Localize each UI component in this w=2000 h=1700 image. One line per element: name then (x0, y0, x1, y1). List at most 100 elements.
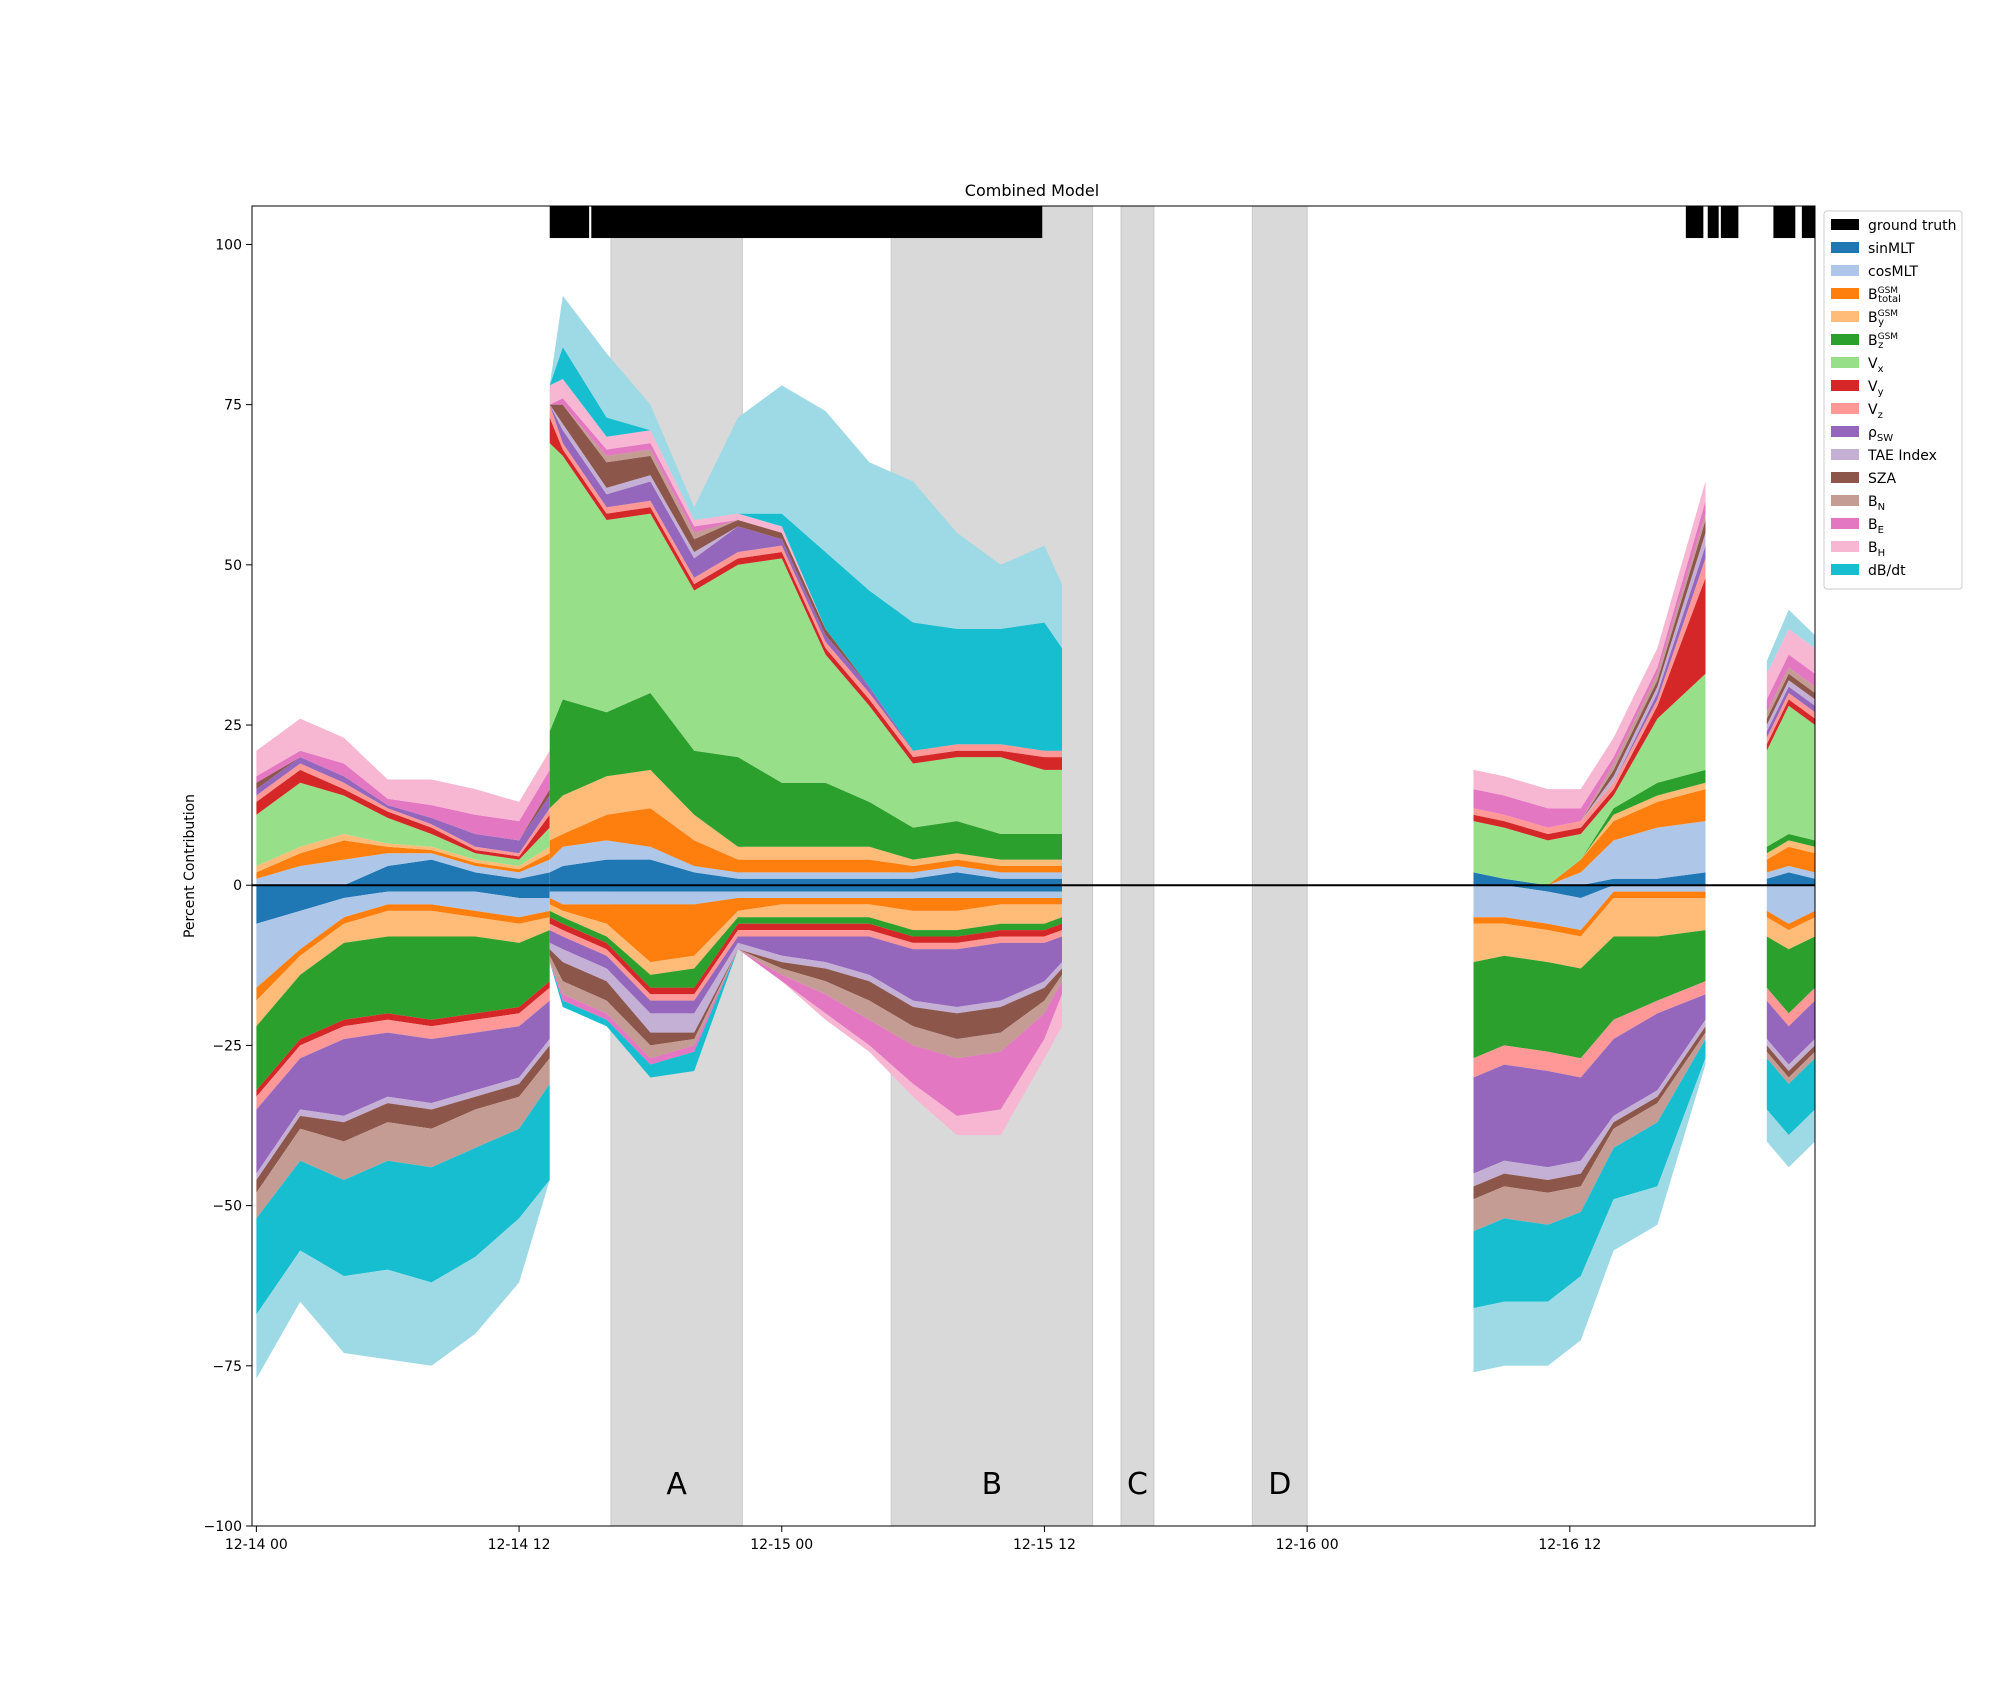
area-rho-positive-seg0 (256, 757, 550, 854)
area-By-positive-seg0 (256, 834, 550, 873)
area-extra-positive-seg1 (549, 295, 1062, 649)
area-Vz-negative-seg2 (1473, 981, 1706, 1078)
area-Btot-positive-seg1 (549, 808, 1062, 873)
y-axis-ticks: 100 75 50 25 0 −25 −50 −75 −100 (204, 237, 252, 1535)
area-BE-positive-seg3 (1766, 654, 1815, 713)
area-By-negative-seg0 (256, 910, 550, 1027)
area-Bz-positive-seg2 (1473, 769, 1706, 886)
legend-swatch (1831, 288, 1859, 299)
area-BH-negative-seg1 (549, 949, 1062, 1136)
legend-label-sub: E (1878, 525, 1884, 536)
legend-label: BE (1868, 517, 1884, 536)
area-sinMLT-positive-seg1 (549, 859, 1062, 886)
region-label-d: D (1268, 1467, 1291, 1502)
area-Btot-positive-seg0 (256, 840, 550, 879)
legend-label-sub: z (1878, 340, 1883, 351)
legend-label-sub: x (1878, 364, 1884, 375)
legend-label-text: TAE Index (1867, 448, 1937, 464)
y-tick-label: 0 (233, 878, 242, 894)
legend-label-text: V (1868, 402, 1878, 418)
x-tick-label: 12-15 12 (1013, 1537, 1076, 1553)
ground-truth-bar (591, 206, 1043, 239)
area-cosMLT-positive-seg2 (1473, 821, 1706, 886)
area-sinMLT-positive-seg3 (1766, 872, 1815, 886)
x-tick-label: 12-14 12 (488, 1537, 551, 1553)
legend-label-sub: y (1878, 387, 1884, 398)
legend-label: BGSM z (1868, 332, 1898, 351)
legend-label: Vx (1868, 356, 1884, 375)
legend-swatch (1831, 426, 1859, 437)
area-BN-negative-seg0 (256, 1058, 550, 1219)
area-sinMLT-positive-seg0 (256, 859, 550, 886)
ground-truth-bar (1801, 206, 1815, 239)
plot-frame (251, 205, 1816, 1527)
area-SZA-positive-seg3 (1766, 673, 1815, 725)
legend-label-text: B (1868, 287, 1878, 303)
legend-label: BGSM total (1868, 286, 1901, 305)
legend-swatch (1831, 242, 1859, 253)
ground-truth-bar (1720, 206, 1739, 239)
legend-label-text: V (1868, 379, 1878, 395)
area-dBdt-positive-seg1 (549, 347, 1062, 751)
area-Btot-negative-seg0 (256, 904, 550, 1001)
legend-swatch (1831, 472, 1859, 483)
area-BH-positive-seg2 (1473, 481, 1706, 809)
area-Bz-positive-seg1 (549, 693, 1062, 860)
area-Vz-positive-seg2 (1473, 558, 1706, 834)
area-BE-positive-seg2 (1473, 500, 1706, 828)
area-extra-negative-seg3 (1766, 1109, 1815, 1168)
area-BN-negative-seg2 (1473, 1032, 1706, 1232)
legend-swatch (1831, 311, 1859, 322)
legend-label-text: B (1868, 540, 1878, 556)
legend-swatch (1831, 495, 1859, 506)
area-SZA-negative-seg1 (549, 949, 1062, 1046)
legend-label-text: ground truth (1868, 218, 1956, 234)
area-sinMLT-negative-seg1 (549, 885, 1062, 892)
ground-truth-bar (1685, 206, 1704, 239)
legend-swatch (1831, 219, 1859, 230)
region-label-a: A (666, 1467, 687, 1502)
x-tick-label: 12-16 00 (1276, 1537, 1339, 1553)
legend-label-sup: GSM (1878, 332, 1898, 342)
area-cosMLT-negative-seg3 (1766, 885, 1815, 924)
legend-label-text: SZA (1868, 471, 1896, 487)
area-Btot-negative-seg3 (1766, 910, 1815, 931)
legend-label: ρSW (1868, 425, 1893, 444)
legend-label: BGSM y (1868, 309, 1898, 328)
area-cosMLT-positive-seg0 (256, 853, 550, 886)
area-Bz-negative-seg3 (1766, 936, 1815, 1014)
legend-swatch (1831, 334, 1859, 345)
legend-label: TAE Index (1867, 448, 1937, 464)
area-Vy-negative-seg1 (549, 917, 1062, 995)
legend-label-sup: GSM (1878, 309, 1898, 319)
shaded-region-d (1251, 205, 1308, 1527)
area-sinMLT-positive-seg2 (1473, 872, 1706, 886)
area-BH-positive-seg3 (1766, 628, 1815, 700)
legend-label: sinMLT (1868, 241, 1915, 257)
area-TAE-negative-seg2 (1473, 1019, 1706, 1187)
area-Vz-negative-seg3 (1766, 987, 1815, 1027)
area-cosMLT-negative-seg2 (1473, 885, 1706, 931)
legend-label-sub: total (1878, 294, 1901, 305)
legend-swatch (1831, 518, 1859, 529)
legend-label: cosMLT (1868, 264, 1919, 280)
x-tick-label: 12-15 00 (750, 1537, 813, 1553)
area-Vx-positive-seg2 (1473, 673, 1706, 886)
area-extra-negative-seg0 (256, 1180, 550, 1379)
legend-label: Vz (1868, 402, 1883, 421)
area-extra-positive-seg3 (1766, 609, 1815, 674)
area-sinMLT-negative-seg2 (1473, 885, 1706, 898)
area-dBdt-negative-seg2 (1473, 1039, 1706, 1309)
area-Bz-negative-seg0 (256, 930, 550, 1091)
area-cosMLT-negative-seg0 (256, 891, 550, 988)
area-rho-negative-seg2 (1473, 994, 1706, 1174)
legend-label-text: B (1868, 333, 1878, 349)
area-By-negative-seg3 (1766, 917, 1815, 950)
ground-truth-bar (549, 206, 590, 239)
area-BN-negative-seg3 (1766, 1051, 1815, 1084)
area-rho-positive-seg3 (1766, 686, 1815, 738)
area-Vx-positive-seg0 (256, 782, 550, 866)
legend-swatch (1831, 403, 1859, 414)
